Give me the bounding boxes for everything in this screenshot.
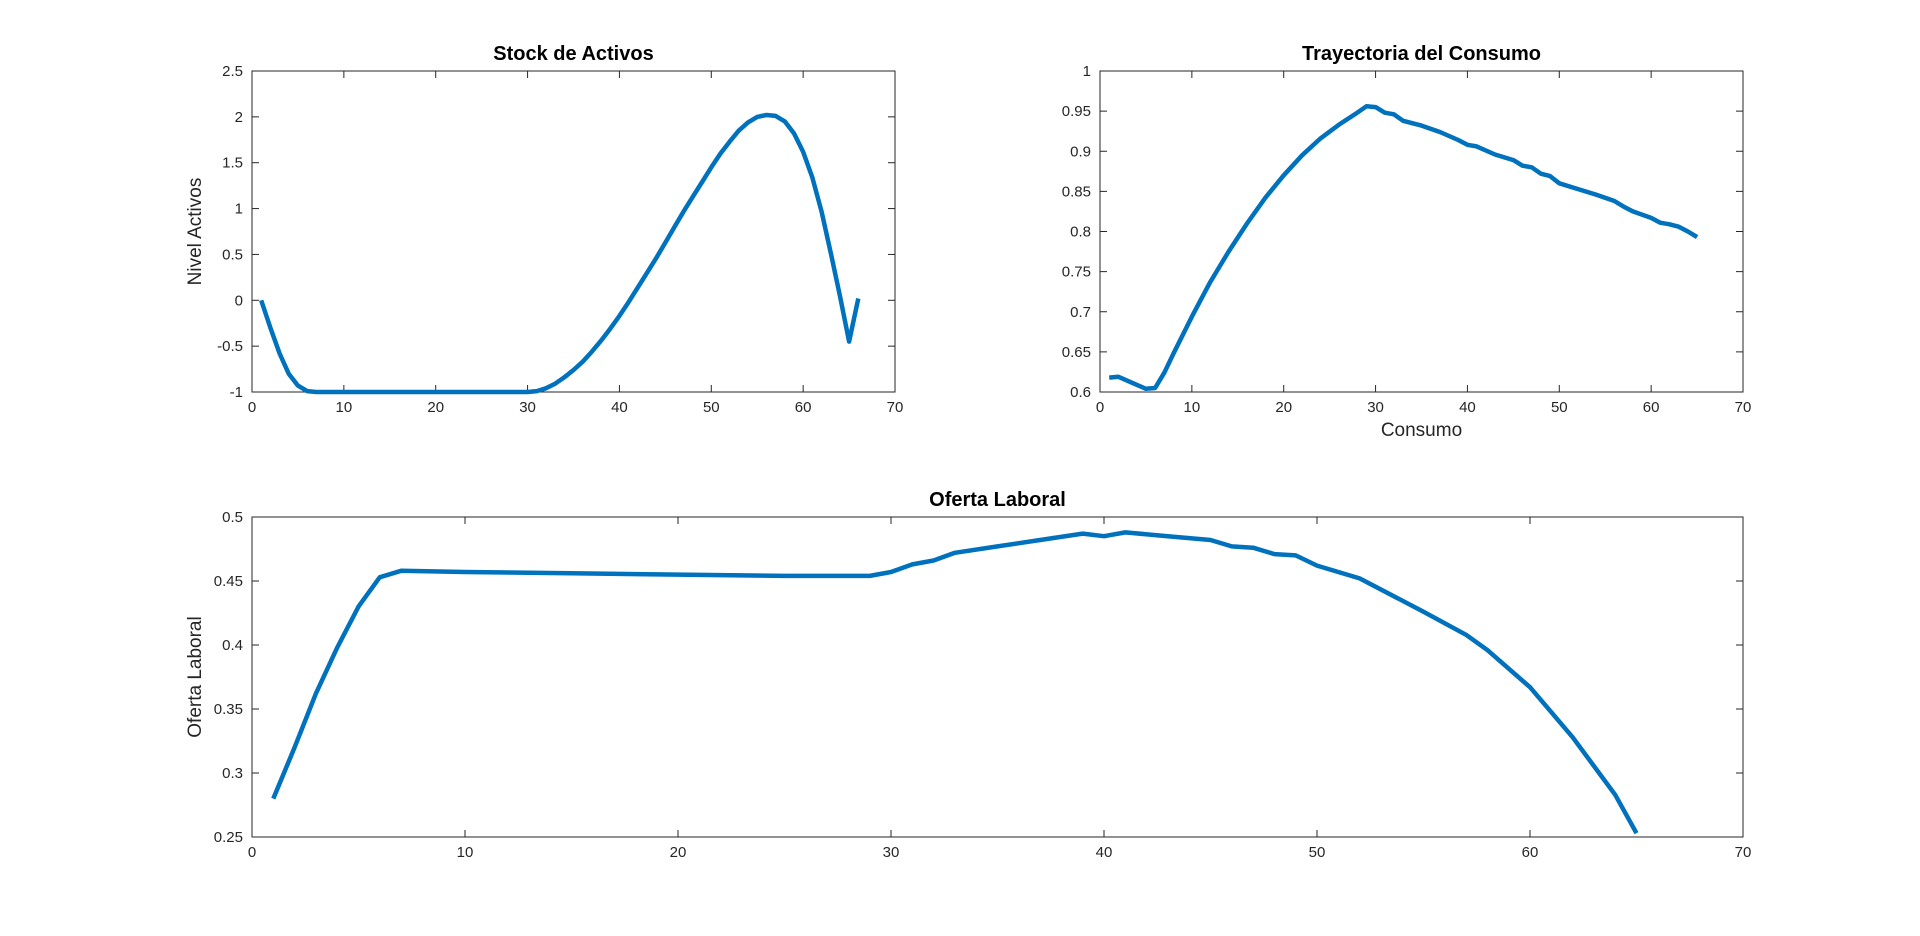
x-tick-label: 0 xyxy=(248,399,256,416)
y-tick-label: 0.35 xyxy=(214,701,243,718)
x-tick-label: 50 xyxy=(1309,844,1326,861)
x-tick-label: 50 xyxy=(703,399,720,416)
y-tick-label: 1 xyxy=(1083,63,1091,80)
y-tick-label: 0.85 xyxy=(1062,183,1091,200)
x-tick-label: 20 xyxy=(670,844,687,861)
chart-title: Oferta Laboral xyxy=(929,489,1066,511)
y-tick-label: 0.65 xyxy=(1062,344,1091,361)
x-tick-label: 0 xyxy=(248,844,256,861)
y-tick-label: 1.5 xyxy=(222,155,243,172)
y-tick-label: 0.5 xyxy=(222,509,243,526)
y-tick-label: -0.5 xyxy=(217,338,243,355)
axes-frame xyxy=(1099,70,1744,393)
x-tick-label: 40 xyxy=(611,399,628,416)
axes-assets: 0 10 20 30 40 50 60 70 -1 -0.5 0 0.5 1 1.5 2 2.5 Stock d… xyxy=(185,43,903,416)
y-tick-label: 0.75 xyxy=(1062,264,1091,281)
y-axis-label: Oferta Laboral xyxy=(185,616,206,737)
y-tick-label: 0.6 xyxy=(1070,384,1091,401)
y-tick-label: 2 xyxy=(235,109,243,126)
chart-title: Trayectoria del Consumo xyxy=(1302,43,1541,65)
series-line-assets xyxy=(259,112,861,395)
x-tick-label: 30 xyxy=(883,844,900,861)
series-line-consumption xyxy=(1109,104,1699,392)
y-tick-label: 0.4 xyxy=(222,637,243,654)
y-tick-label: -1 xyxy=(230,384,243,401)
y-tick-label: 0.5 xyxy=(222,246,243,263)
y-tick-label: 0.3 xyxy=(222,765,243,782)
series-line-labor xyxy=(271,530,1639,835)
x-axis-label: Consumo xyxy=(1381,420,1462,441)
y-tick-label: 2.5 xyxy=(222,63,243,80)
x-tick-label: 50 xyxy=(1551,399,1568,416)
y-axis-label: Nivel Activos xyxy=(185,178,206,286)
axes-frame xyxy=(251,70,896,393)
x-tick-label: 30 xyxy=(1367,399,1384,416)
x-tick-label: 10 xyxy=(336,399,353,416)
x-tick-label: 70 xyxy=(1735,844,1752,861)
x-tick-label: 40 xyxy=(1096,844,1113,861)
x-tick-label: 20 xyxy=(427,399,444,416)
x-tick-label: 30 xyxy=(519,399,536,416)
x-tick-label: 20 xyxy=(1275,399,1292,416)
chart-title: Stock de Activos xyxy=(493,43,653,65)
x-tick-label: 0 xyxy=(1096,399,1104,416)
x-tick-label: 10 xyxy=(1184,399,1201,416)
x-tick-label: 60 xyxy=(795,399,812,416)
y-tick-label: 1 xyxy=(235,201,243,218)
axes-labor: 0 10 20 30 40 50 60 70 0.25 0.3 0.35 0.4 0.45 0.5 Ofer… xyxy=(185,489,1751,861)
y-tick-label: 0.7 xyxy=(1070,304,1091,321)
y-tick-label: 0.8 xyxy=(1070,224,1091,241)
y-tick-label: 0.25 xyxy=(214,829,243,846)
x-tick-label: 60 xyxy=(1643,399,1660,416)
x-tick-label: 10 xyxy=(457,844,474,861)
y-tick-label: 0 xyxy=(235,292,243,309)
x-tick-label: 70 xyxy=(1735,399,1752,416)
x-tick-label: 40 xyxy=(1459,399,1476,416)
x-tick-label: 60 xyxy=(1522,844,1539,861)
x-tick-label: 70 xyxy=(887,399,904,416)
axes-consumption: 0 10 20 30 40 50 60 70 0.6 0.65 0.7 0.75 0.8 0.85 0.9 0… xyxy=(1062,43,1752,441)
y-tick-label: 0.45 xyxy=(214,573,243,590)
y-tick-label: 0.95 xyxy=(1062,103,1091,120)
y-tick-label: 0.9 xyxy=(1070,143,1091,160)
